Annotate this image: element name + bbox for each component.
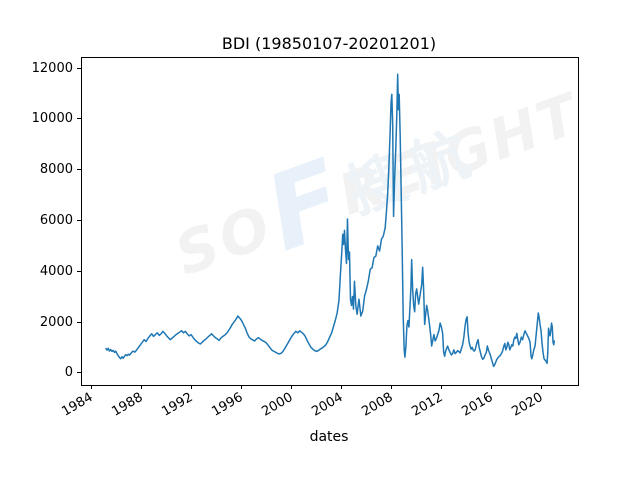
x-axis-label: dates xyxy=(309,429,349,445)
chart-title: BDI (19850107-20201201) xyxy=(221,34,437,53)
y-tick-mark xyxy=(77,220,81,221)
y-tick-mark xyxy=(77,118,81,120)
y-tick-mark xyxy=(77,270,81,272)
y-tick-label: 2000 xyxy=(39,314,73,330)
x-tick-mark xyxy=(541,385,543,389)
y-tick-mark xyxy=(77,169,81,171)
y-tick-label: 4000 xyxy=(39,263,73,279)
y-tick-label: 10000 xyxy=(31,111,73,127)
x-tick-mark xyxy=(141,385,143,389)
y-tick-label: 0 xyxy=(64,365,73,381)
y-tick-mark xyxy=(77,67,81,69)
y-tick-mark xyxy=(77,321,81,323)
x-tick-mark xyxy=(291,385,293,389)
x-tick-mark xyxy=(91,385,93,389)
x-tick-mark xyxy=(341,385,343,389)
y-tick-label: 8000 xyxy=(39,162,73,178)
x-tick-mark xyxy=(241,385,243,389)
x-tick-mark xyxy=(391,385,393,389)
bdi-line-series xyxy=(105,73,556,368)
line-bdi xyxy=(105,73,556,368)
plot-area xyxy=(81,57,579,386)
x-tick-mark xyxy=(191,385,193,389)
y-tick-label: 12000 xyxy=(31,60,73,76)
y-tick-label: 6000 xyxy=(39,213,73,228)
x-tick-mark xyxy=(441,385,443,389)
x-tick-mark xyxy=(491,385,493,389)
y-tick-mark xyxy=(77,372,81,374)
